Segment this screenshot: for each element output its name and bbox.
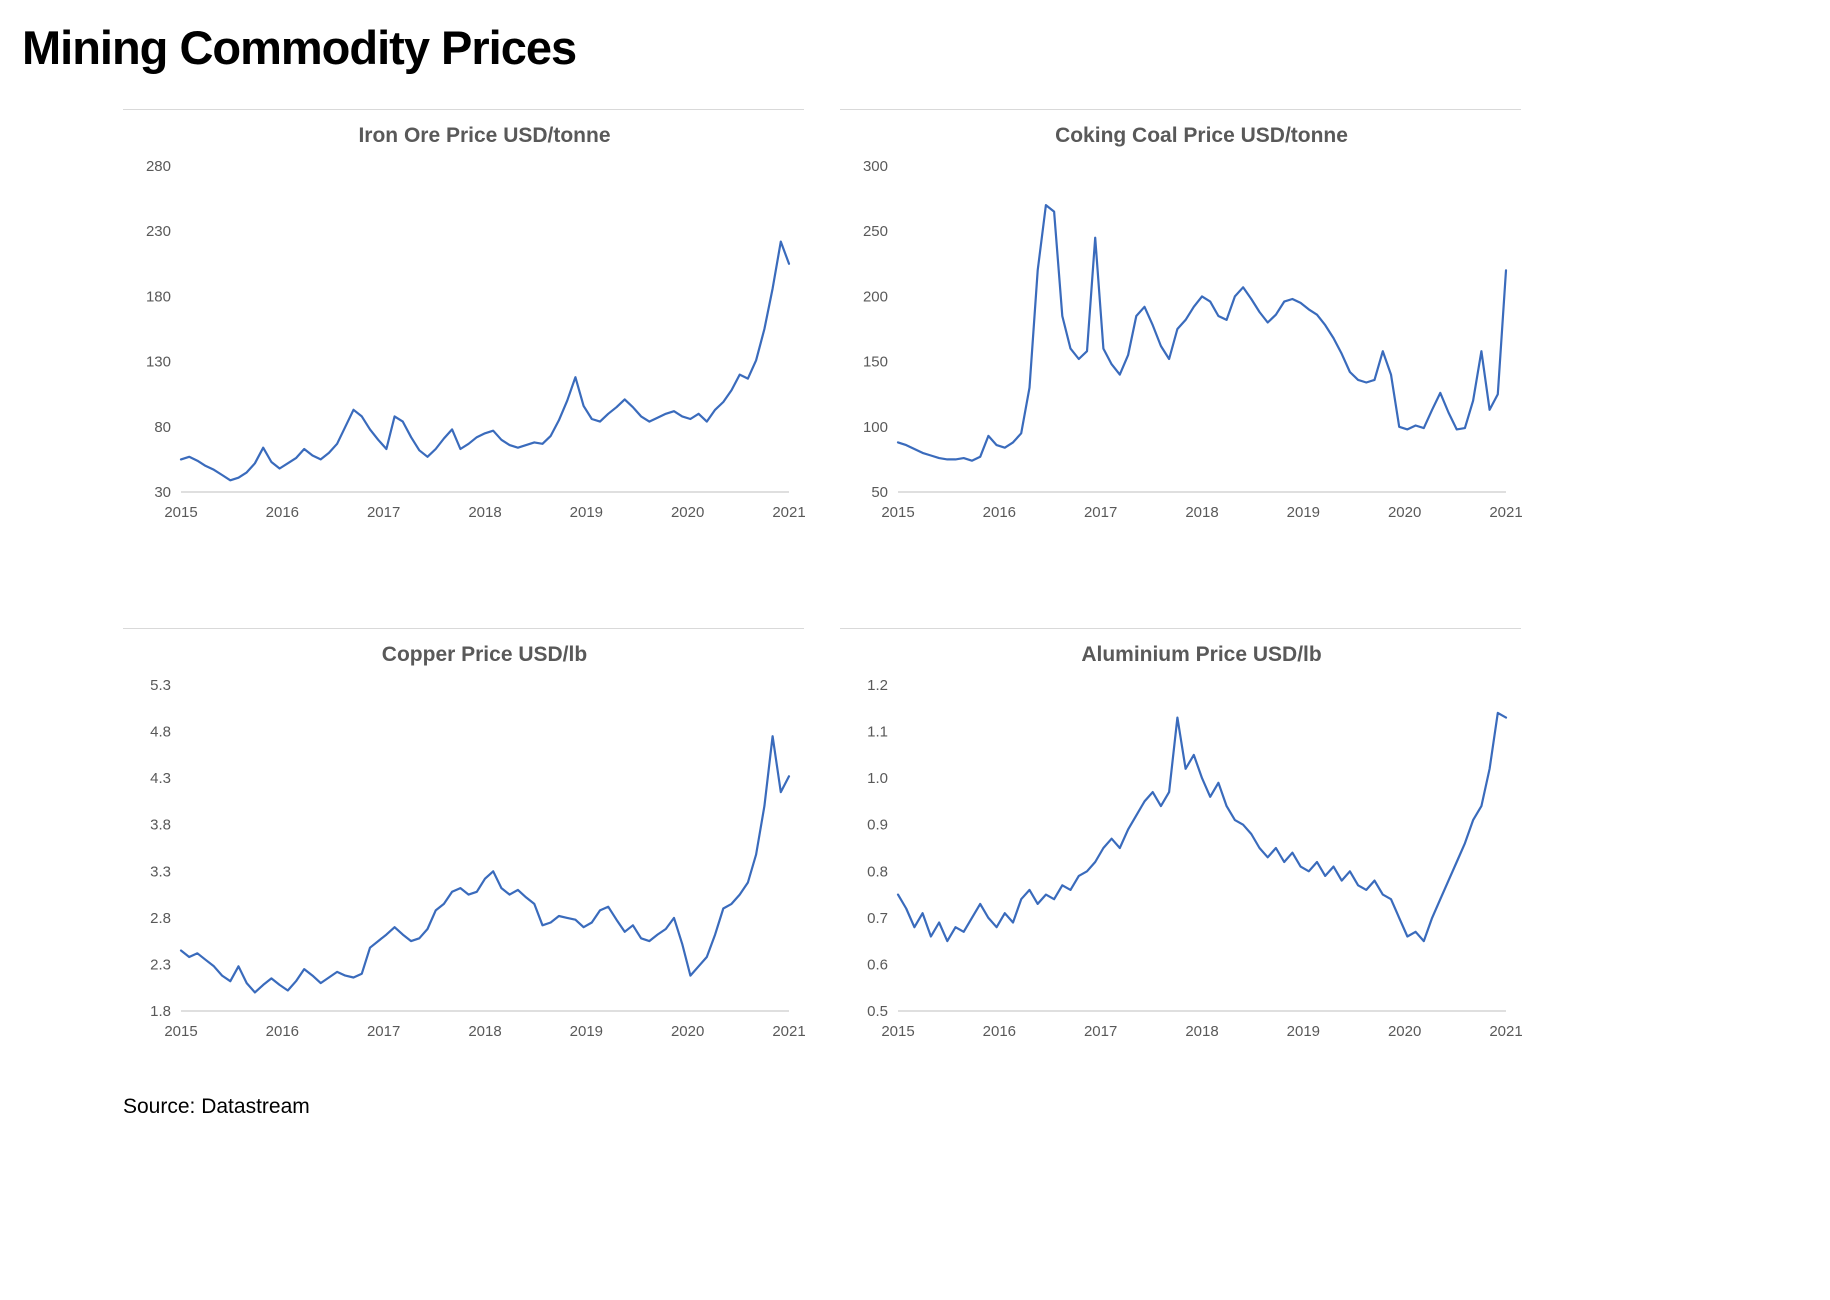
y-tick-label: 5.3	[150, 677, 171, 694]
x-tick-label: 2019	[570, 504, 603, 521]
x-tick-label: 2016	[266, 1023, 299, 1040]
chart-title-copper: Copper Price USD/lb	[381, 643, 588, 666]
y-tick-label: 4.3	[150, 770, 171, 787]
y-tick-label: 280	[146, 158, 171, 175]
y-tick-label: 2.3	[150, 956, 171, 973]
x-tick-label: 2020	[671, 1023, 704, 1040]
x-tick-label: 2017	[1084, 1023, 1117, 1040]
x-tick-label: 2021	[772, 504, 805, 521]
x-tick-label: 2018	[1185, 1023, 1218, 1040]
y-tick-label: 130	[146, 354, 171, 371]
chart-canvas-iron-ore: 30 80 130 180 230 280 2015 2016 2017 2018 2019 2020…	[123, 156, 806, 524]
y-tick-label: 3.8	[150, 817, 171, 834]
x-tick-label: 2020	[671, 504, 704, 521]
x-tick-label: 2015	[881, 1023, 914, 1040]
series-line	[179, 240, 791, 482]
chart-canvas-coking-coal: 50 100 150 200 250 300 2015 2016 2017 2018 2019 202…	[840, 156, 1523, 524]
y-tick-label: 4.8	[150, 724, 171, 741]
x-tick-label: 2018	[468, 504, 501, 521]
chart-panel-copper: Copper Price USD/lb 1.8 2.3 2.8 3.3 3.8 4.3 4.…	[123, 628, 806, 1043]
x-tick-label: 2015	[164, 504, 197, 521]
y-tick-label: 1.1	[867, 724, 888, 741]
y-tick-label: 150	[863, 354, 888, 371]
chart-title-coking-coal: Coking Coal Price USD/tonne	[1055, 124, 1348, 147]
y-tick-label: 0.5	[867, 1003, 888, 1020]
x-tick-label: 2017	[1084, 504, 1117, 521]
x-tick-label: 2021	[772, 1023, 805, 1040]
x-tick-label: 2019	[570, 1023, 603, 1040]
x-tick-label: 2019	[1287, 504, 1320, 521]
y-tick-label: 50	[871, 484, 888, 501]
chart-title-iron-ore: Iron Ore Price USD/tonne	[358, 124, 611, 147]
series-line	[896, 203, 1508, 462]
page: Mining Commodity Prices Iron Ore Price U…	[22, 21, 1523, 1118]
series-line	[179, 735, 791, 994]
chart-panel-coking-coal: Coking Coal Price USD/tonne 50 100 150 200 2…	[840, 109, 1523, 524]
y-tick-label: 230	[146, 223, 171, 240]
y-tick-label: 1.8	[150, 1003, 171, 1020]
x-tick-label: 2015	[881, 504, 914, 521]
y-tick-label: 250	[863, 223, 888, 240]
y-tick-label: 80	[154, 419, 171, 436]
chart-canvas-copper: 1.8 2.3 2.8 3.3 3.8 4.3 4.8 5.3 2015 2016 2017 2018…	[123, 675, 806, 1043]
x-tick-label: 2016	[266, 504, 299, 521]
chart-title-aluminium: Aluminium Price USD/lb	[1081, 643, 1322, 666]
x-tick-label: 2017	[367, 504, 400, 521]
line-chart: 1.8 2.3 2.8 3.3 3.8 4.3 4.8 5.3 2015 2016 2017 2018…	[150, 677, 806, 1040]
y-tick-label: 0.8	[867, 863, 888, 880]
charts-grid: Iron Ore Price USD/tonne 30 80 130 180 230 28…	[123, 109, 1523, 1043]
y-tick-label: 1.2	[867, 677, 888, 694]
x-tick-label: 2017	[367, 1023, 400, 1040]
chart-panel-iron-ore: Iron Ore Price USD/tonne 30 80 130 180 230 28…	[123, 109, 806, 524]
line-chart: 50 100 150 200 250 300 2015 2016 2017 2018 2019 202…	[863, 158, 1523, 521]
y-tick-label: 30	[154, 484, 171, 501]
x-tick-label: 2021	[1489, 1023, 1522, 1040]
y-tick-label: 2.8	[150, 910, 171, 927]
y-tick-label: 3.3	[150, 863, 171, 880]
x-tick-label: 2018	[1185, 504, 1218, 521]
x-tick-label: 2020	[1388, 504, 1421, 521]
line-chart: 30 80 130 180 230 280 2015 2016 2017 2018 2019 2020…	[146, 158, 806, 521]
source-attribution: Source: Datastream	[123, 1095, 310, 1118]
y-tick-label: 300	[863, 158, 888, 175]
series-line	[896, 711, 1508, 943]
y-tick-label: 200	[863, 288, 888, 305]
x-tick-label: 2020	[1388, 1023, 1421, 1040]
chart-canvas-aluminium: 0.5 0.6 0.7 0.8 0.9 1.0 1.1 1.2 2015 2016 2017 2018…	[840, 675, 1523, 1043]
x-tick-label: 2016	[983, 504, 1016, 521]
y-tick-label: 0.6	[867, 956, 888, 973]
page-title: Mining Commodity Prices	[22, 21, 577, 74]
y-tick-label: 100	[863, 419, 888, 436]
x-tick-label: 2021	[1489, 504, 1522, 521]
y-tick-label: 1.0	[867, 770, 888, 787]
x-tick-label: 2015	[164, 1023, 197, 1040]
x-tick-label: 2019	[1287, 1023, 1320, 1040]
line-chart: 0.5 0.6 0.7 0.8 0.9 1.0 1.1 1.2 2015 2016 2017 2018…	[867, 677, 1523, 1040]
x-tick-label: 2016	[983, 1023, 1016, 1040]
chart-panel-aluminium: Aluminium Price USD/lb 0.5 0.6 0.7 0.8 0.9 1.…	[840, 628, 1523, 1043]
x-tick-label: 2018	[468, 1023, 501, 1040]
y-tick-label: 0.7	[867, 910, 888, 927]
y-tick-label: 0.9	[867, 817, 888, 834]
y-tick-label: 180	[146, 288, 171, 305]
